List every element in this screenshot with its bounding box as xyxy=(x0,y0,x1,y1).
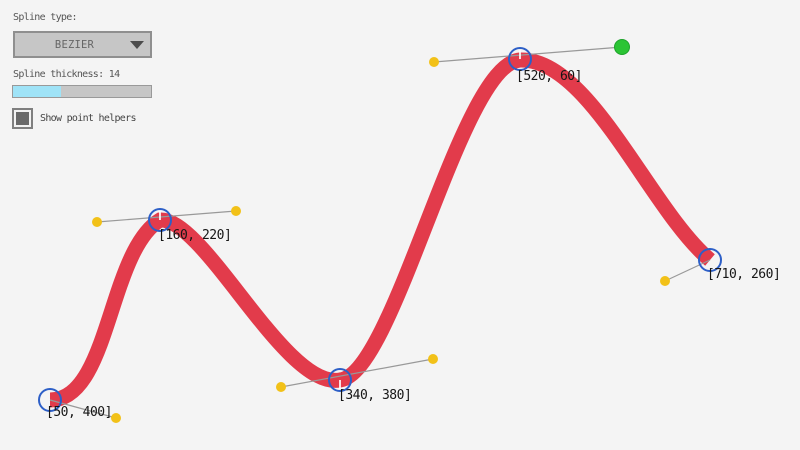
spline-type-dropdown[interactable]: BEZIER xyxy=(13,31,152,58)
selected-handle-dot[interactable] xyxy=(614,39,630,55)
thickness-value: 14 xyxy=(108,69,120,80)
spline-type-value: BEZIER xyxy=(54,38,95,51)
anchor-point-ring[interactable] xyxy=(328,368,352,392)
anchor-point-ring[interactable] xyxy=(698,248,722,272)
handle-line xyxy=(433,46,623,63)
handle-line xyxy=(664,259,711,282)
checkbox-fill xyxy=(16,112,29,125)
anchor-coord-label: [160, 220] xyxy=(158,228,231,243)
chevron-down-icon xyxy=(130,41,144,49)
spline-type-label: Spline type: xyxy=(13,12,78,23)
handle-line xyxy=(96,210,237,223)
spline-curve xyxy=(49,52,715,408)
anchor-point-ring[interactable] xyxy=(148,208,172,232)
handle-dot[interactable] xyxy=(92,217,102,227)
anchor-coord-label: [520, 60] xyxy=(516,69,582,84)
spline-thickness-label: Spline thickness: 14 xyxy=(13,69,120,80)
anchor-coord-label: [710, 260] xyxy=(707,267,780,282)
anchor-point-ring[interactable] xyxy=(38,388,62,412)
handle-dot[interactable] xyxy=(660,276,670,286)
handle-dot[interactable] xyxy=(428,354,438,364)
handle-line xyxy=(280,358,434,388)
thickness-slider-fill xyxy=(13,86,61,97)
anchor-point-ring[interactable] xyxy=(508,47,532,71)
anchor-coord-label: [50, 400] xyxy=(46,405,112,420)
handle-dot[interactable] xyxy=(429,57,439,67)
show-helpers-checkbox[interactable] xyxy=(12,108,33,129)
anchor-coord-label: [340, 380] xyxy=(338,388,411,403)
thickness-slider[interactable] xyxy=(12,85,152,98)
show-helpers-label: Show point helpers xyxy=(40,113,136,124)
thickness-label-text: Spline thickness: xyxy=(13,69,104,80)
handle-dot[interactable] xyxy=(111,413,121,423)
handle-dot[interactable] xyxy=(231,206,241,216)
handle-dot[interactable] xyxy=(276,382,286,392)
